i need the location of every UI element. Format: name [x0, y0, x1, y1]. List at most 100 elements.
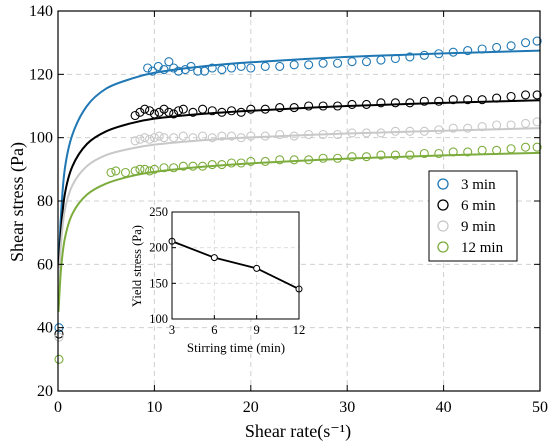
data-point-series-1 — [492, 93, 502, 103]
legend: 3 min 6 min 9 min 12 min — [428, 170, 518, 262]
data-point-series-2 — [135, 134, 145, 144]
data-point-series-1 — [405, 98, 415, 108]
data-point-series-0 — [361, 57, 372, 67]
data-point-series-0 — [147, 66, 158, 76]
data-point-series-0 — [226, 63, 237, 73]
data-point-series-1 — [390, 98, 400, 108]
y-tick-label: 40 — [37, 320, 53, 337]
data-point-series-3 — [236, 158, 246, 168]
legend-label: 6 min — [461, 198, 496, 214]
inset-series-line — [171, 240, 300, 290]
data-point-series-1 — [226, 106, 237, 116]
data-point-series-2 — [207, 133, 217, 143]
inset-y-tick-label: 150 — [149, 276, 168, 290]
data-point-series-0 — [318, 58, 328, 68]
data-point-series-0 — [463, 46, 473, 56]
legend-marker — [437, 241, 449, 253]
data-point-series-1 — [164, 107, 174, 117]
fit-curve-series-0 — [57, 49, 541, 271]
data-point-series-3 — [376, 150, 386, 160]
data-point-series-1 — [419, 96, 429, 106]
legend-label: 12 min — [461, 240, 504, 256]
y-tick-label: 140 — [29, 3, 53, 20]
data-point-series-1 — [198, 104, 208, 114]
data-point-series-0 — [173, 66, 184, 76]
data-point-series-0 — [193, 66, 203, 76]
data-point-series-0 — [506, 41, 516, 51]
data-point-series-2 — [246, 131, 256, 141]
inset-tick-labels: 3 6 9 12 100 150 200 250 — [149, 205, 305, 337]
data-point-series-1 — [304, 101, 314, 111]
data-point-series-3 — [405, 150, 415, 160]
data-point-series-3 — [120, 167, 131, 178]
data-point-series-3 — [260, 156, 270, 166]
data-point-series-1 — [159, 104, 169, 114]
inset-y-tick-label: 100 — [149, 312, 168, 326]
data-point-series-0 — [143, 63, 153, 73]
legend-label: 3 min — [461, 177, 496, 193]
data-point-series-2 — [477, 122, 487, 132]
data-point-series-2 — [289, 131, 299, 141]
data-point-series-3 — [289, 155, 299, 165]
data-point-series-1 — [477, 95, 487, 105]
data-point-series-2 — [159, 133, 169, 143]
inset-x-axis-label: Stirring time (min) — [187, 340, 285, 355]
data-point-series-3 — [434, 148, 444, 159]
data-point-series-0 — [217, 65, 227, 75]
data-point-series-1 — [135, 107, 145, 117]
data-point-series-0 — [186, 61, 196, 71]
data-point-series-0 — [333, 58, 343, 68]
x-tick-label: 40 — [436, 399, 452, 416]
inset-x-tick-label: 3 — [169, 323, 175, 337]
data-point-series-2 — [448, 123, 458, 133]
data-point-series-2 — [520, 118, 531, 128]
fit-curve-series-2 — [57, 127, 541, 290]
data-point-series-3 — [130, 166, 140, 176]
data-point-series-0 — [532, 36, 542, 46]
inset-line — [171, 240, 300, 290]
inset-y-axis-label: Yield stress (Pa) — [130, 225, 144, 307]
data-point-series-1 — [434, 96, 444, 106]
y-tick-label: 100 — [29, 130, 53, 147]
inset-data-point — [253, 264, 261, 272]
data-point-series-3 — [333, 153, 343, 163]
data-point-series-2 — [275, 129, 285, 140]
data-point-series-3 — [246, 156, 256, 166]
data-point-series-1 — [260, 104, 270, 114]
fit-curve-series-1 — [57, 99, 541, 281]
data-point-series-1 — [140, 104, 150, 114]
data-point-series-1 — [173, 106, 184, 116]
data-point-series-2 — [226, 131, 237, 141]
data-point-series-2 — [149, 133, 159, 143]
data-point-series-1 — [376, 98, 386, 108]
data-point-series-0 — [207, 63, 217, 73]
data-point-series-0 — [390, 53, 400, 64]
inset-y-tick-label: 200 — [149, 241, 168, 255]
data-point-series-2 — [260, 131, 270, 141]
data-point-series-1 — [289, 103, 299, 113]
legend-label: 9 min — [461, 219, 496, 235]
data-point-series-3 — [520, 142, 531, 152]
data-point-series-3 — [506, 144, 516, 154]
data-point-series-1 — [520, 90, 531, 100]
data-point-series-3 — [149, 164, 159, 174]
data-point-series-1 — [130, 110, 140, 121]
x-tick-label: 10 — [146, 399, 162, 416]
y-tick-label: 80 — [37, 193, 53, 210]
data-point-series-0 — [260, 61, 270, 71]
data-point-series-2 — [140, 133, 150, 143]
legend-box — [428, 170, 518, 262]
data-point-series-0 — [434, 49, 444, 59]
inset-chart: 3 6 9 12 100 150 200 250 Stirring time (min) Yi… — [130, 205, 305, 355]
x-tick-label: 30 — [339, 399, 355, 416]
data-point-series-1 — [463, 95, 473, 105]
data-point-series-3 — [347, 152, 357, 162]
data-point-series-3 — [318, 153, 328, 163]
legend-marker — [437, 199, 449, 211]
data-point-series-3 — [477, 145, 487, 155]
data-point-series-2 — [434, 125, 444, 135]
data-point-series-0 — [448, 47, 458, 57]
data-point-series-0 — [347, 57, 357, 67]
data-point-series-3 — [111, 166, 121, 176]
